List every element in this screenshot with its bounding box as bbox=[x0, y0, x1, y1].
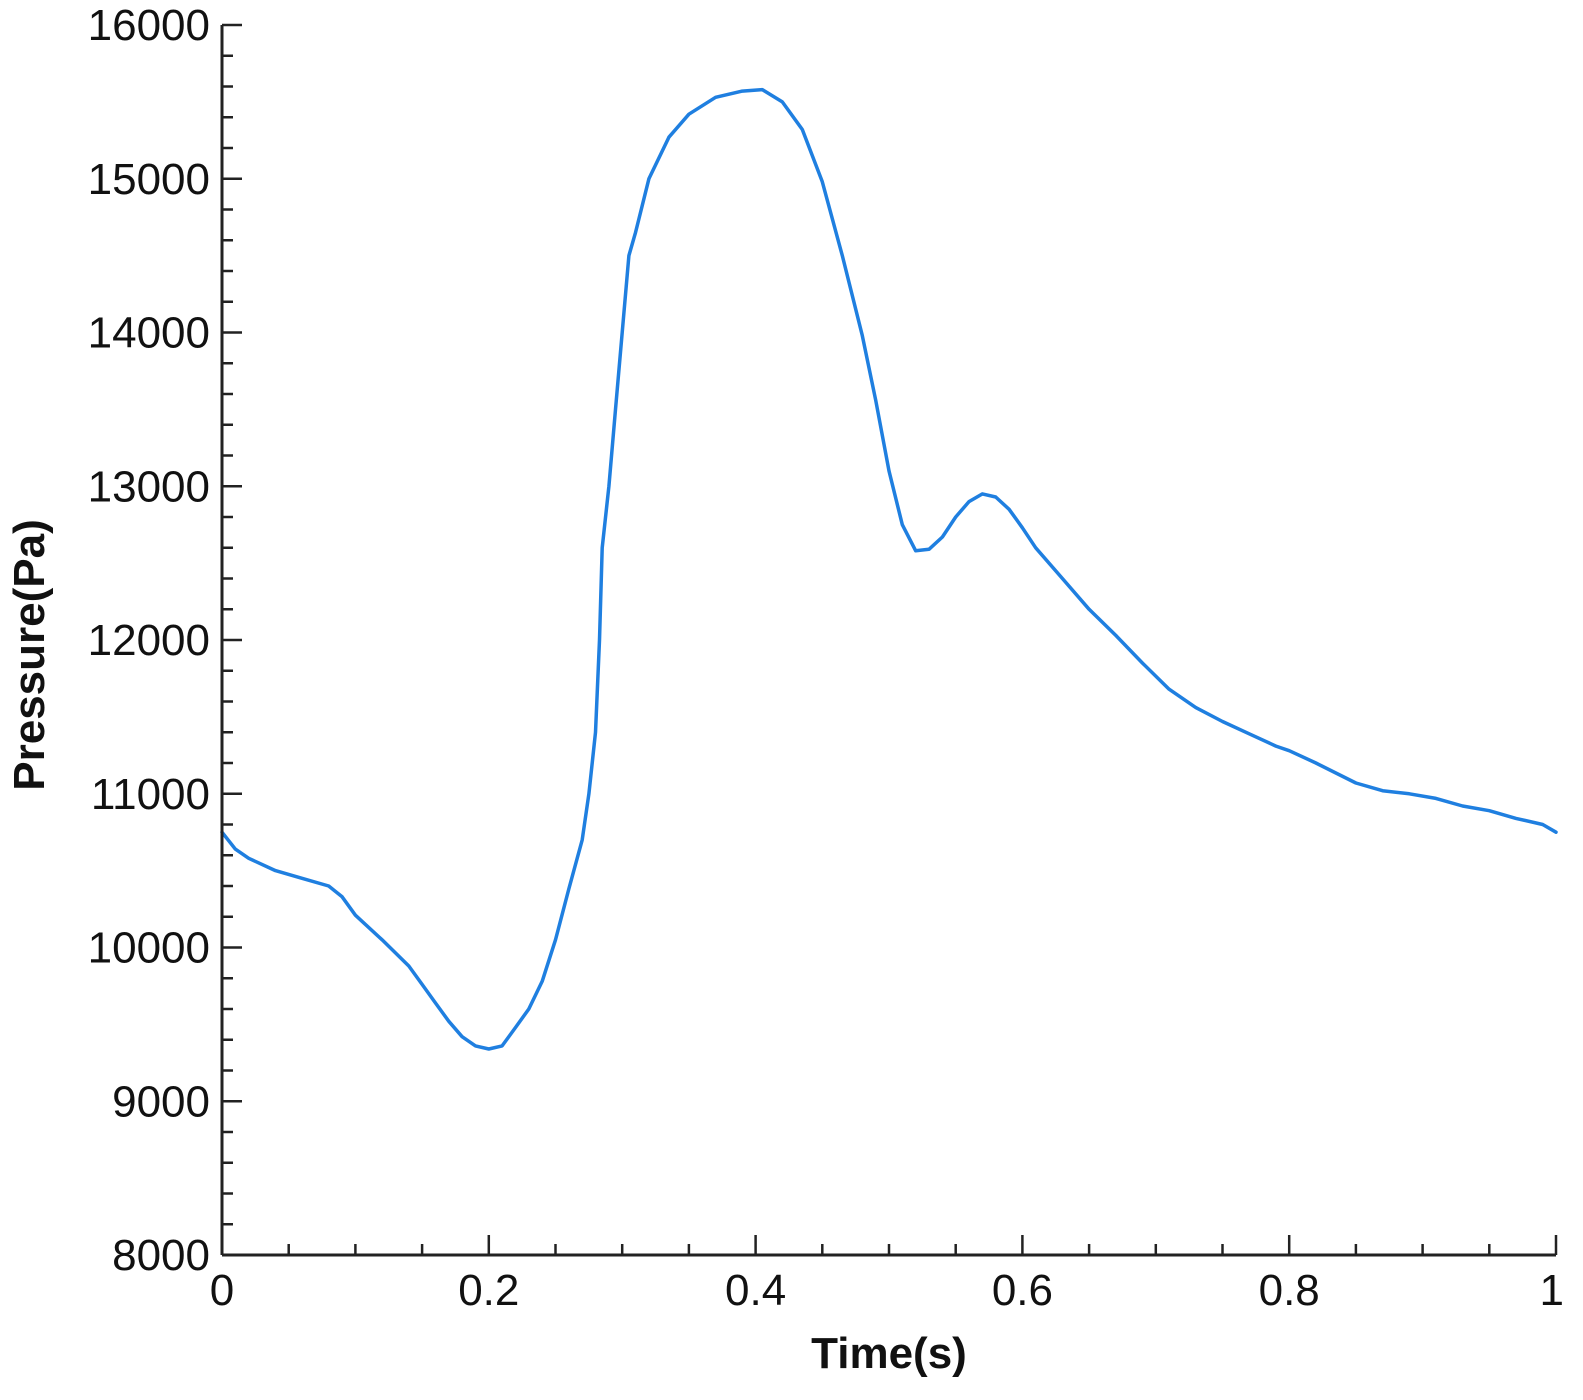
x-tick-label: 0 bbox=[210, 1266, 234, 1315]
series-line bbox=[220, 87, 1558, 1051]
x-tick-label: 0.4 bbox=[725, 1266, 786, 1315]
x-tick-labels: 0 0.2 0.4 0.6 0.8 1 bbox=[210, 1266, 1564, 1315]
x-tick-label: 1 bbox=[1540, 1266, 1564, 1315]
y-tick-label: 8000 bbox=[112, 1231, 210, 1280]
y-tick-label: 10000 bbox=[88, 924, 210, 973]
y-tick-label: 9000 bbox=[112, 1077, 210, 1126]
y-tick-label: 15000 bbox=[88, 155, 210, 204]
x-tick-label: 0.8 bbox=[1259, 1266, 1320, 1315]
y-tick-label: 12000 bbox=[88, 616, 210, 665]
x-tick-label: 0.6 bbox=[992, 1266, 1053, 1315]
y-tick-labels: 8000 9000 10000 11000 12000 13000 14000 15000 16… bbox=[88, 1, 210, 1280]
y-tick-label: 11000 bbox=[91, 770, 210, 819]
axis-ticks bbox=[220, 23, 1558, 1257]
y-axis-title: Pressure(Pa) bbox=[5, 519, 54, 790]
y-tick-label: 14000 bbox=[88, 309, 210, 358]
y-tick-label: 13000 bbox=[88, 462, 210, 511]
x-axis-title: Time(s) bbox=[811, 1329, 967, 1378]
x-tick-label: 0.2 bbox=[458, 1266, 519, 1315]
y-tick-label: 16000 bbox=[88, 1, 210, 50]
